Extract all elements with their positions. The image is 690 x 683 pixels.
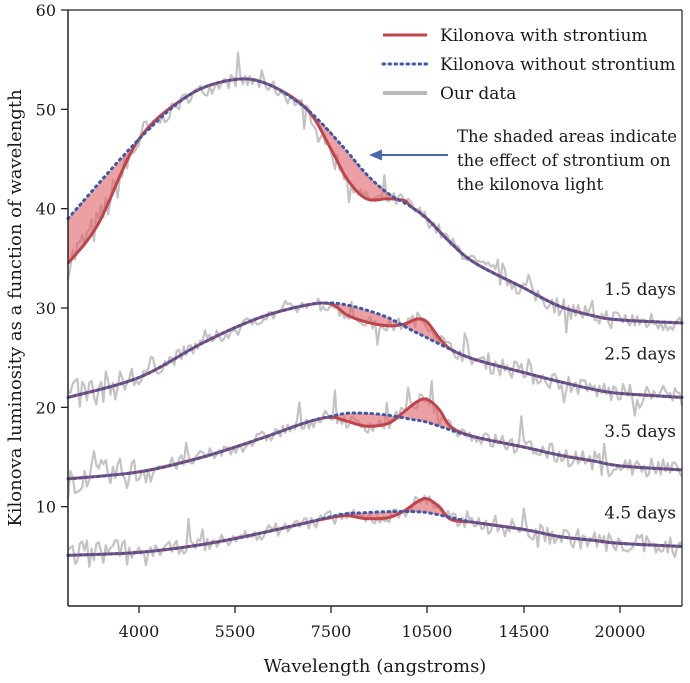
without-strontium-line <box>66 411 684 481</box>
without-strontium-line <box>66 77 684 325</box>
legend-label: Kilonova without strontium <box>440 55 676 75</box>
y-axis-title: Kilonova luminosity as a function of wav… <box>5 89 26 527</box>
without-strontium-line <box>66 301 684 399</box>
x-tick-label: 20000 <box>595 622 646 641</box>
epoch-label: 1.5 days <box>604 280 676 300</box>
y-tick-label: 60 <box>36 1 56 20</box>
legend: Kilonova with strontium Kilonova without … <box>381 26 676 104</box>
strontium-shade-area <box>68 303 682 398</box>
annotation: The shaded areas indicate the effect of s… <box>369 127 677 194</box>
annotation-text: the effect of strontium on <box>457 151 671 170</box>
y-tick-label: 20 <box>36 398 56 417</box>
epoch-label: 2.5 days <box>604 345 676 365</box>
model-lines-layer <box>66 77 684 557</box>
observed-data-trace <box>67 494 683 568</box>
y-tick-label: 40 <box>36 200 56 219</box>
without-strontium-line <box>66 510 684 557</box>
annotation-text: The shaded areas indicate <box>457 127 677 146</box>
annotation-text: the kilonova light <box>457 175 603 194</box>
x-tick-label: 14500 <box>499 622 550 641</box>
with-strontium-line <box>67 301 683 399</box>
axes-layer: 4000 5500 7500 10500 14500 20000 10 20 30 40 50 60 <box>36 1 683 641</box>
x-tick-label: 10500 <box>402 622 453 641</box>
x-tick-label: 4000 <box>119 622 160 641</box>
x-tick-label: 7500 <box>311 622 352 641</box>
x-tick-label: 5500 <box>215 622 256 641</box>
x-axis-title: Wavelength (angstroms) <box>264 656 487 677</box>
strontium-shade-area <box>68 399 682 479</box>
y-tick-label: 50 <box>36 100 56 119</box>
y-tick-label: 10 <box>36 498 56 517</box>
annotation-arrow-head <box>369 149 382 161</box>
epoch-label: 3.5 days <box>604 422 676 442</box>
strontium-shading-layer <box>68 79 682 556</box>
epoch-labels-layer: 1.5 days 2.5 days 3.5 days 4.5 days <box>604 280 676 524</box>
epoch-label: 4.5 days <box>604 504 676 524</box>
legend-label: Kilonova with strontium <box>440 26 648 46</box>
y-tick-label: 30 <box>36 299 56 318</box>
legend-label: Our data <box>440 84 516 104</box>
